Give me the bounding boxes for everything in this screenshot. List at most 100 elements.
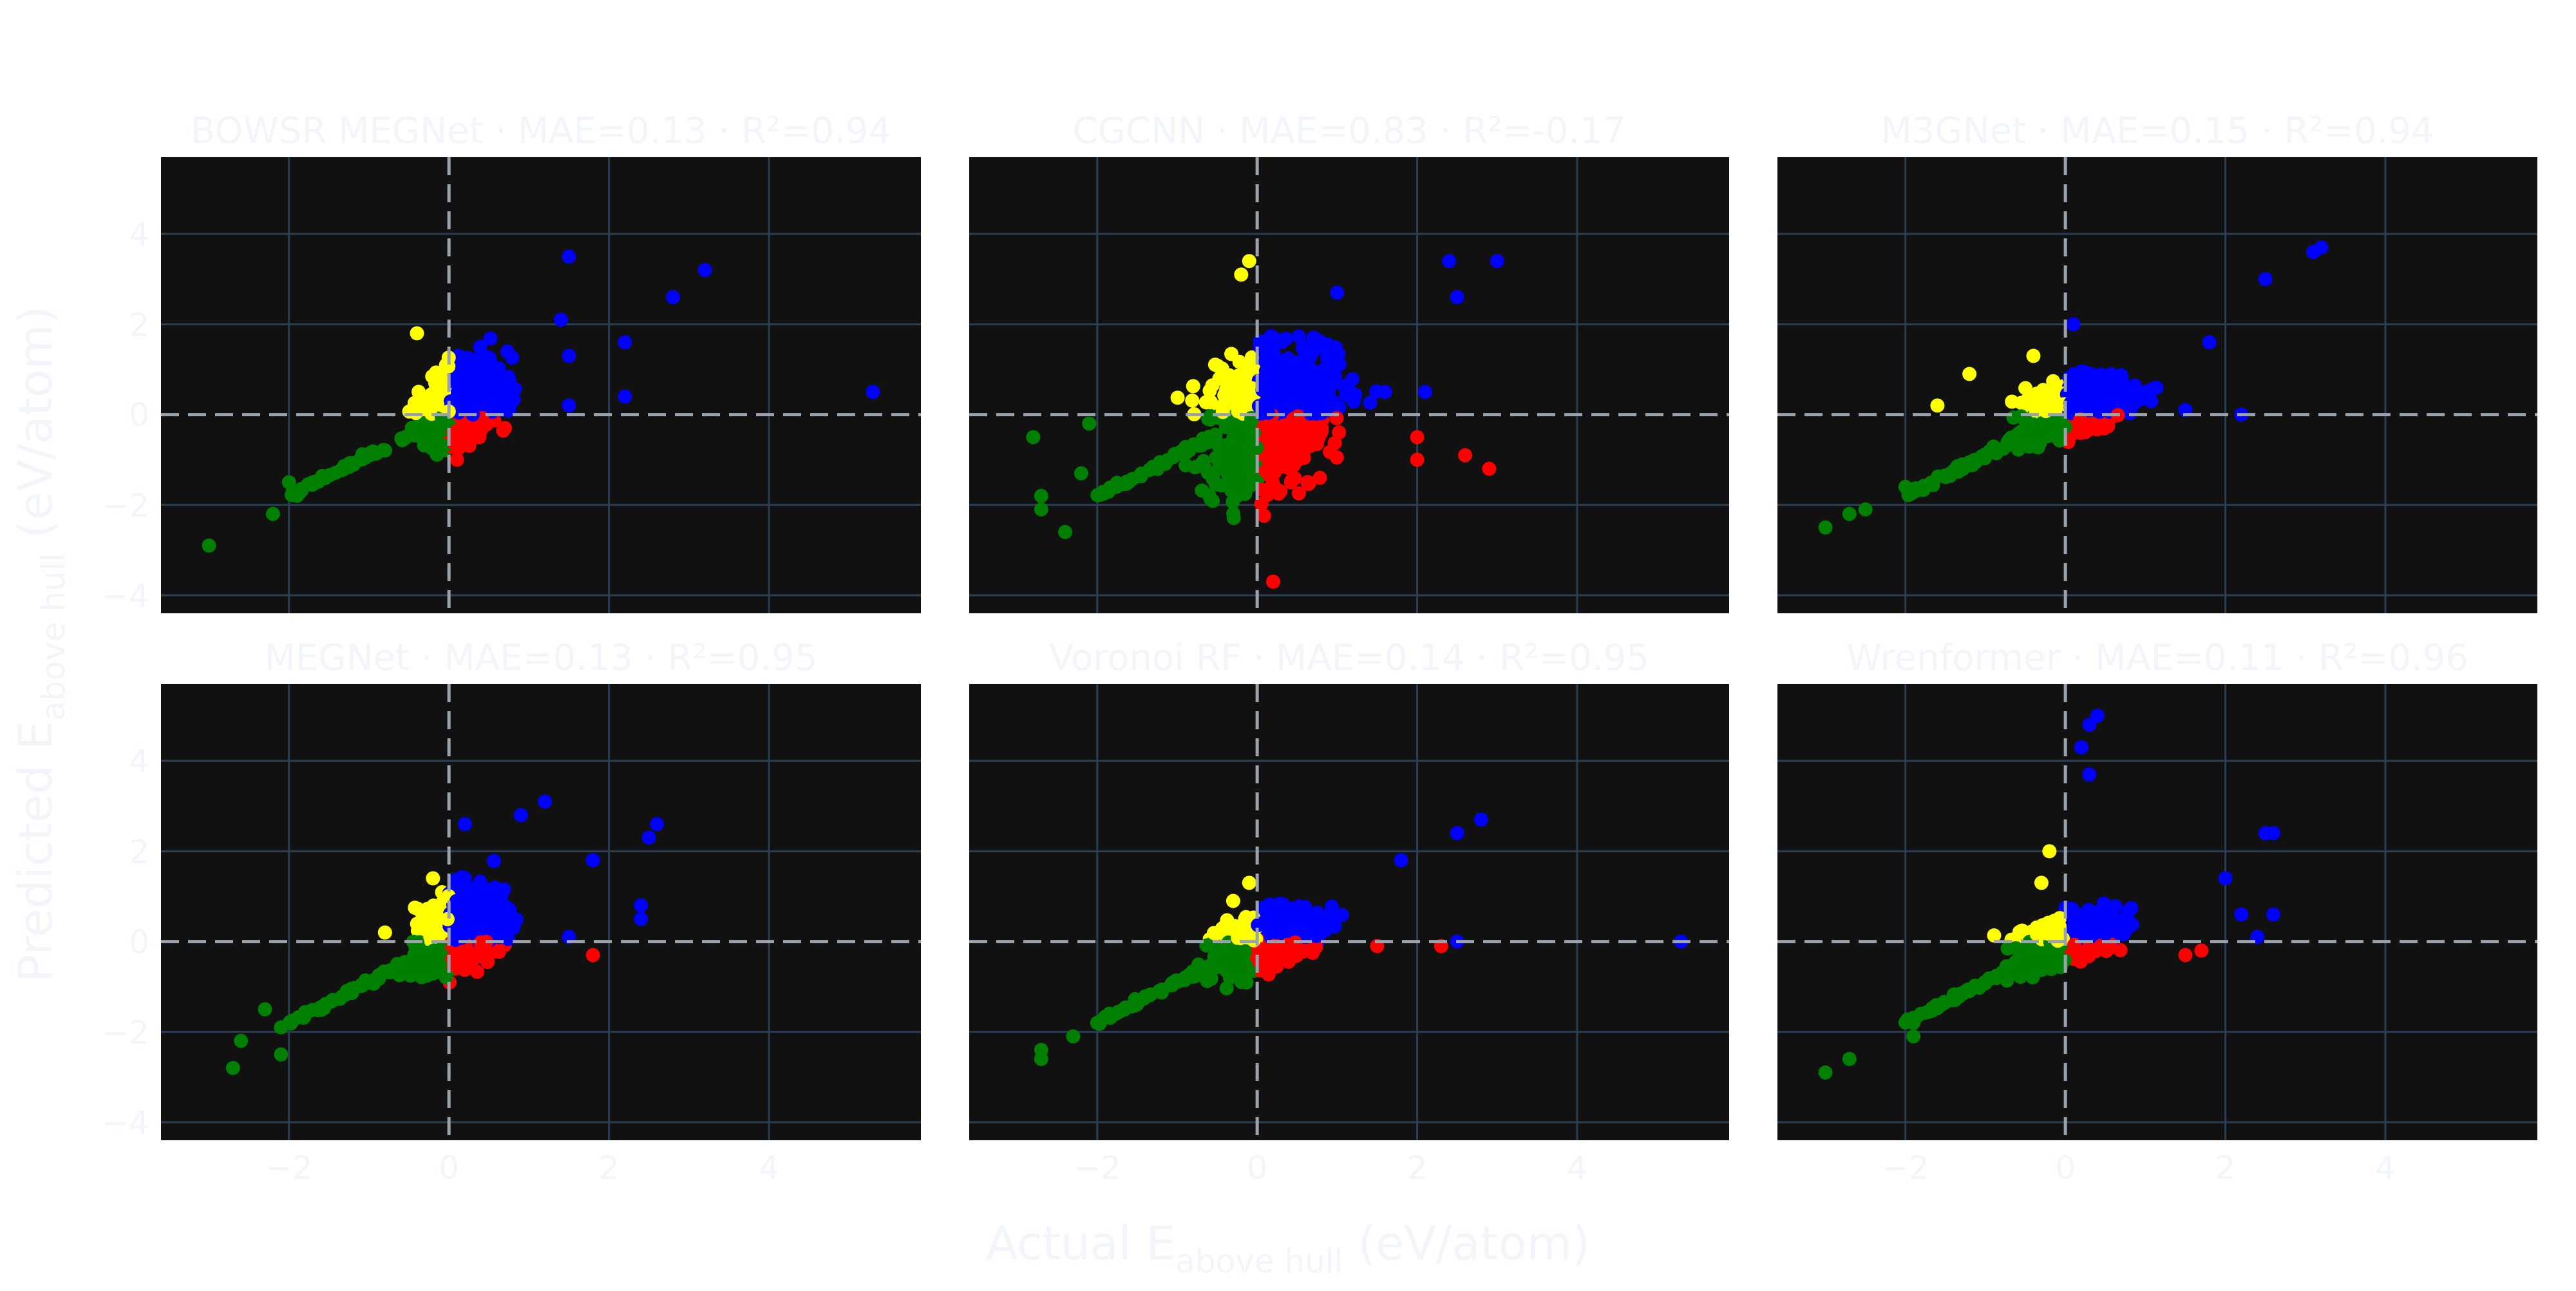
- data-point: [1259, 464, 1273, 479]
- data-point: [586, 853, 600, 867]
- data-point: [538, 794, 552, 808]
- data-point: [1345, 372, 1359, 387]
- y-tick-label: 0: [129, 924, 149, 961]
- data-point: [1114, 477, 1128, 492]
- data-point: [642, 830, 656, 845]
- data-point: [258, 1002, 272, 1017]
- data-point: [1450, 826, 1464, 840]
- data-point: [2097, 399, 2111, 413]
- data-point: [1164, 979, 1178, 993]
- data-point: [1982, 445, 1996, 459]
- data-point: [1330, 285, 1344, 300]
- data-point: [2043, 423, 2058, 437]
- data-point: [2005, 395, 2019, 409]
- data-point: [426, 871, 440, 885]
- data-point: [361, 448, 375, 463]
- data-point: [2083, 367, 2098, 381]
- y-tick-label: −2: [102, 1014, 149, 1051]
- data-point: [399, 958, 413, 972]
- data-point: [1272, 366, 1286, 380]
- data-point: [282, 475, 296, 490]
- data-point: [346, 982, 361, 997]
- data-point: [1271, 486, 1285, 501]
- data-point: [462, 381, 477, 395]
- data-point: [2140, 385, 2154, 399]
- data-point: [618, 335, 632, 349]
- data-point: [226, 1061, 240, 1075]
- data-point: [412, 918, 426, 932]
- data-point: [1267, 436, 1282, 450]
- data-point: [1058, 525, 1072, 539]
- data-point: [2306, 245, 2320, 259]
- data-point: [425, 946, 439, 960]
- data-point: [1227, 511, 1241, 525]
- y-tick-label: 4: [129, 216, 149, 253]
- data-point: [505, 350, 519, 365]
- data-point: [1034, 489, 1048, 503]
- data-point: [1242, 875, 1256, 890]
- data-point: [2026, 349, 2040, 363]
- y-tick-label: 0: [129, 397, 149, 434]
- data-point: [618, 390, 632, 404]
- data-point: [1962, 367, 1976, 381]
- data-point: [1226, 894, 1240, 908]
- x-tick-label: 0: [439, 1149, 459, 1187]
- data-point: [1253, 339, 1267, 354]
- data-point: [1293, 379, 1307, 394]
- data-point: [1307, 916, 1321, 930]
- data-point: [1859, 502, 1873, 517]
- data-point: [1234, 267, 1248, 282]
- data-point: [1233, 481, 1247, 495]
- data-point: [1216, 405, 1230, 419]
- data-point: [1034, 1052, 1048, 1066]
- data-point: [1482, 462, 1496, 476]
- y-tick-label: −4: [102, 1104, 149, 1142]
- data-point: [1026, 430, 1040, 445]
- data-point: [1259, 364, 1273, 378]
- data-point: [562, 249, 576, 263]
- data-point: [1281, 443, 1295, 457]
- data-point: [1113, 1004, 1128, 1018]
- data-point: [1213, 447, 1227, 461]
- data-point: [1327, 359, 1341, 374]
- y-tick-label: −2: [102, 487, 149, 524]
- data-point: [1186, 379, 1200, 393]
- data-point: [2014, 409, 2028, 423]
- data-point: [1185, 394, 1199, 408]
- data-point: [378, 443, 392, 457]
- data-point: [1090, 1016, 1104, 1030]
- data-point: [488, 389, 502, 403]
- data-point: [1378, 385, 1392, 399]
- data-point: [450, 453, 464, 467]
- data-point: [1142, 463, 1157, 477]
- data-point: [1298, 359, 1312, 374]
- data-point: [1899, 480, 1913, 494]
- data-point: [408, 901, 422, 915]
- data-point: [458, 817, 472, 831]
- data-point: [475, 908, 489, 923]
- data-point: [2259, 272, 2273, 286]
- data-point: [514, 808, 528, 822]
- data-point: [1242, 254, 1256, 268]
- data-point: [554, 312, 568, 327]
- y-tick-label: 2: [129, 306, 149, 343]
- data-point: [1137, 991, 1151, 1006]
- data-point: [445, 952, 459, 966]
- data-point: [1186, 964, 1200, 979]
- data-point: [266, 507, 280, 521]
- data-point: [1303, 426, 1317, 440]
- data-point: [1227, 966, 1242, 980]
- subplot-title: MEGNet · MAE=0.13 · R²=0.95: [265, 637, 818, 679]
- data-point: [650, 817, 664, 831]
- data-point: [1410, 430, 1425, 445]
- data-point: [1074, 466, 1088, 481]
- subplot-title: M3GNet · MAE=0.15 · R²=0.94: [1880, 110, 2434, 152]
- data-point: [1279, 332, 1293, 346]
- data-point: [202, 539, 216, 553]
- data-point: [866, 385, 880, 399]
- data-point: [1266, 575, 1280, 589]
- x-tick-label: 2: [1407, 1149, 1428, 1187]
- y-tick-label: 2: [129, 833, 149, 870]
